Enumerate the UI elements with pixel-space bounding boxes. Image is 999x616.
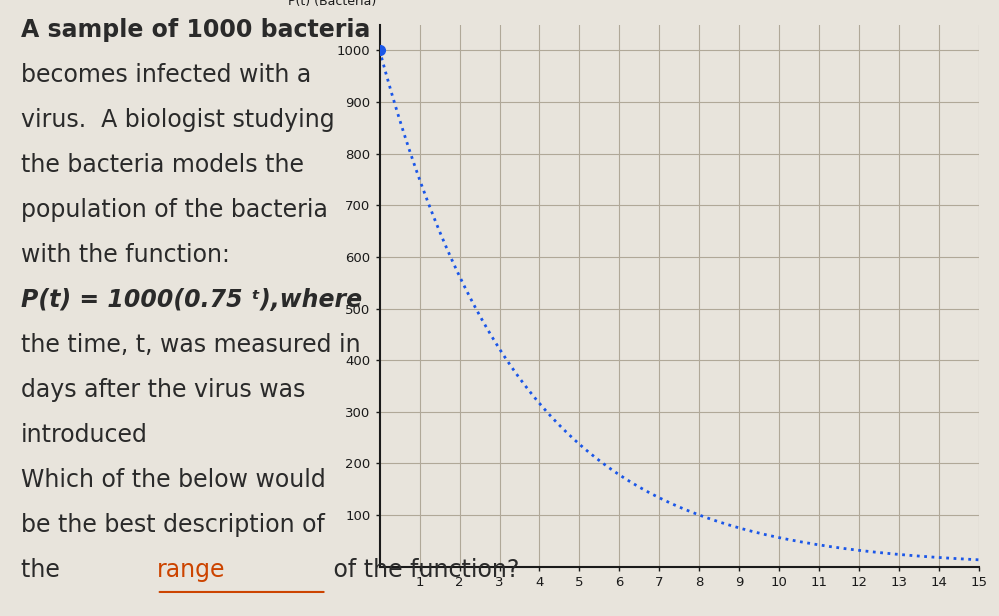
- Text: days after the virus was: days after the virus was: [21, 378, 306, 402]
- Text: range: range: [157, 558, 226, 582]
- Text: be the best description of: be the best description of: [21, 513, 325, 537]
- Text: the: the: [21, 558, 68, 582]
- Text: becomes infected with a: becomes infected with a: [21, 63, 312, 87]
- Text: the bacteria models the: the bacteria models the: [21, 153, 304, 177]
- Text: A sample of 1000 bacteria: A sample of 1000 bacteria: [21, 18, 371, 43]
- Text: introduced: introduced: [21, 423, 148, 447]
- Text: of the function?: of the function?: [327, 558, 519, 582]
- Text: P(t) = 1000(0.75 ᵗ),where: P(t) = 1000(0.75 ᵗ),where: [21, 288, 363, 312]
- Text: virus.  A biologist studying: virus. A biologist studying: [21, 108, 335, 132]
- Text: Which of the below would: Which of the below would: [21, 468, 326, 492]
- Y-axis label: P(t) (Bacteria): P(t) (Bacteria): [288, 0, 376, 9]
- Text: with the function:: with the function:: [21, 243, 230, 267]
- Text: population of the bacteria: population of the bacteria: [21, 198, 328, 222]
- Text: the time, t, was measured in: the time, t, was measured in: [21, 333, 361, 357]
